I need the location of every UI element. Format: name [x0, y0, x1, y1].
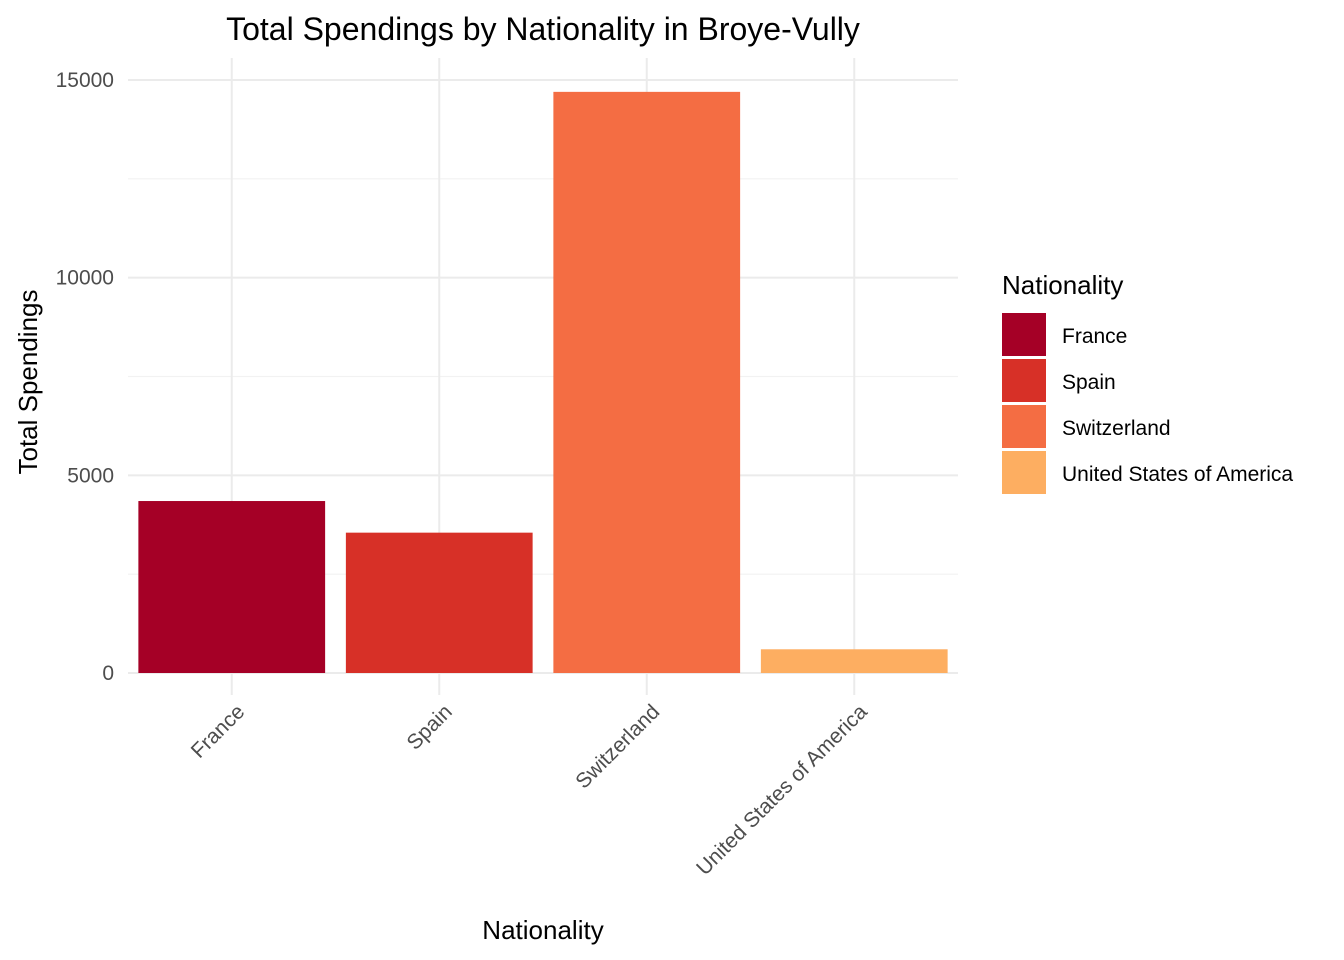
chart-title: Total Spendings by Nationality in Broye-… — [226, 11, 860, 47]
legend: Nationality France Spain Switzerland United… — [1002, 270, 1293, 494]
legend-swatch — [1002, 313, 1046, 356]
bar-united-states-of-america — [760, 649, 948, 673]
legend-label: France — [1062, 325, 1127, 348]
x-tick-label: Switzerland — [571, 700, 664, 793]
x-axis-ticks: France Spain Switzerland United States of A… — [187, 700, 872, 880]
legend-title: Nationality — [1002, 270, 1123, 300]
y-axis-ticks: 0 5000 10000 15000 — [56, 69, 114, 685]
x-tick-label: United States of America — [692, 700, 872, 880]
bar-france — [138, 501, 326, 673]
y-tick-label: 0 — [102, 662, 114, 685]
y-axis-title: Total Spendings — [13, 289, 43, 474]
x-tick-label: Spain — [403, 700, 457, 754]
legend-label: Spain — [1062, 371, 1116, 394]
x-tick-label: France — [187, 700, 249, 762]
bar-spain — [345, 532, 533, 673]
bar-switzerland — [553, 91, 741, 674]
legend-items: France Spain Switzerland United States of A… — [1002, 313, 1293, 494]
legend-label: United States of America — [1062, 463, 1293, 486]
legend-swatch — [1002, 405, 1046, 448]
y-tick-label: 10000 — [56, 267, 114, 290]
legend-label: Switzerland — [1062, 417, 1171, 440]
y-tick-label: 15000 — [56, 69, 114, 92]
y-tick-label: 5000 — [67, 464, 114, 487]
x-axis-title: Nationality — [482, 915, 603, 945]
legend-swatch — [1002, 451, 1046, 494]
legend-swatch — [1002, 359, 1046, 402]
bars — [138, 91, 948, 674]
